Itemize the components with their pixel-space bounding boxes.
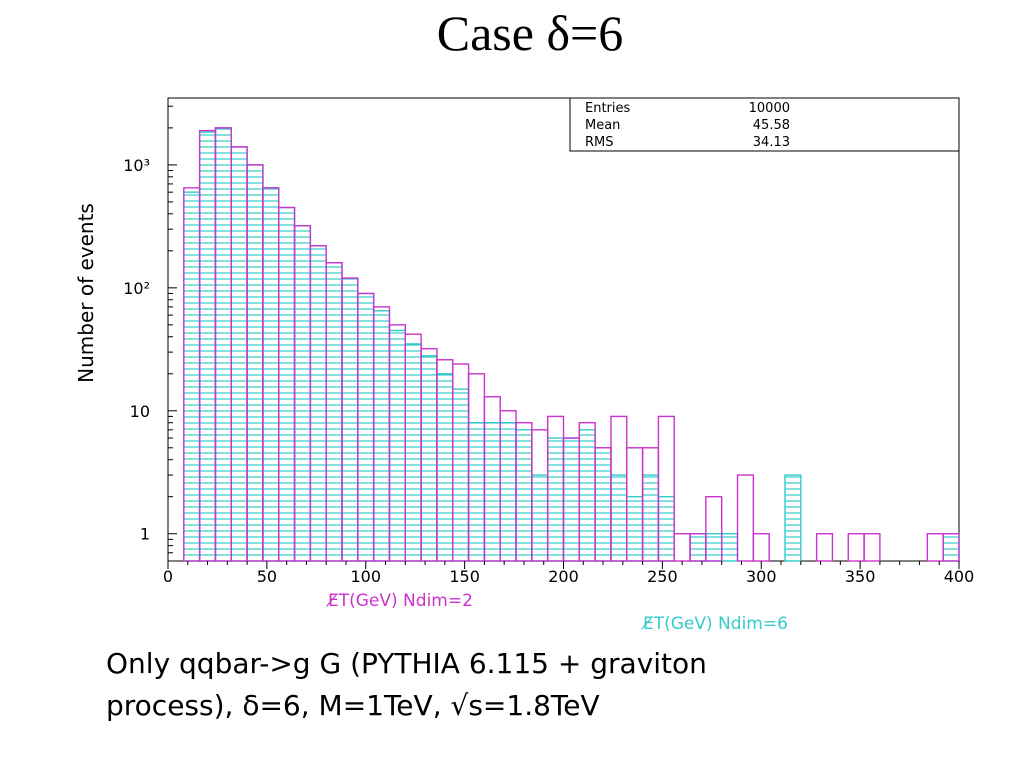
ndim6-bar <box>784 474 802 562</box>
ndim2-bar <box>863 533 881 562</box>
ndim6-bar <box>499 421 517 562</box>
ndim6-bar <box>388 329 407 562</box>
ndim6-bar <box>657 496 675 562</box>
axes: 0 50 100 150 200 250 300 350 400 1 10 10² 10³ <box>123 105 975 586</box>
ndim6-bar <box>198 131 217 562</box>
ndim6-bar <box>467 421 486 562</box>
x-tick-label: 200 <box>548 567 579 586</box>
ndim6-bar <box>357 292 375 562</box>
ndim6-bar <box>689 533 707 562</box>
x-axis-label-ndim2: E̸T(GeV) Ndim=2 <box>326 591 473 611</box>
y-tick-label: 10³ <box>123 156 150 175</box>
ndim6-bar <box>278 206 296 562</box>
ndim6-bar <box>436 373 454 562</box>
ndim2-bar <box>847 533 865 562</box>
ndim6-bar <box>483 421 501 562</box>
stats-value-rms: 34.13 <box>753 135 790 150</box>
ndim6-bar <box>214 127 232 562</box>
y-tick-label: 10² <box>123 279 150 298</box>
ndim6-bar <box>578 429 596 562</box>
ndim6-bar <box>262 187 280 562</box>
ndim6-bar <box>452 388 470 562</box>
x-tick-label: 400 <box>944 567 975 586</box>
ndim2-bar <box>736 474 755 562</box>
slide-title: Case δ=6 <box>436 5 624 61</box>
caption-line-1: Only qqbar->g G (PYTHIA 6.115 + graviton <box>106 647 707 680</box>
ndim6-bar <box>293 225 312 562</box>
ndim6-bar <box>515 429 533 562</box>
ndim6-bar <box>641 474 660 562</box>
ndim2-bar <box>752 533 770 562</box>
x-tick-label: 100 <box>350 567 381 586</box>
ndim6-bar <box>325 262 343 562</box>
y-tick-label: 10 <box>130 402 150 421</box>
histogram-plot: 0 50 100 150 200 250 300 350 400 1 10 10² 10³ Entrie… <box>74 97 975 634</box>
ndim6-series <box>183 127 960 562</box>
y-tick-label: 1 <box>140 525 150 544</box>
ndim6-bar <box>610 474 628 562</box>
x-tick-label: 300 <box>746 567 777 586</box>
ndim6-bar <box>942 533 960 562</box>
ndim2-bar <box>926 533 944 562</box>
ndim6-bar <box>309 245 327 562</box>
ndim6-bar <box>420 355 438 562</box>
caption-line-2: process), δ=6, M=1TeV, √s=1.8TeV <box>106 689 600 722</box>
ndim6-bar <box>246 164 264 562</box>
ndim6-bar <box>721 533 739 562</box>
x-axis-label-ndim6: E̸T(GeV) Ndim=6 <box>641 614 788 634</box>
y-axis-label: Number of events <box>74 203 98 383</box>
x-tick-label: 50 <box>257 567 277 586</box>
ndim6-bar <box>705 533 723 562</box>
ndim2-bar <box>942 533 960 562</box>
stats-value-entries: 10000 <box>749 101 790 116</box>
ndim6-bar <box>562 437 581 562</box>
ndim2-bar <box>705 496 723 562</box>
x-tick-label: 350 <box>845 567 876 586</box>
stats-label-rms: RMS <box>585 135 614 150</box>
ndim6-bar <box>546 437 565 562</box>
x-tick-label: 0 <box>163 567 173 586</box>
ndim6-bar <box>183 191 201 562</box>
ndim2-bar <box>815 533 834 562</box>
ndim6-bar <box>626 496 644 562</box>
ndim6-bar <box>594 447 612 562</box>
ndim6-bar <box>531 474 549 562</box>
ndim6-bar <box>230 146 248 562</box>
stats-label-entries: Entries <box>585 101 631 116</box>
ndim2-bar <box>673 533 691 562</box>
stats-box: Entries 10000 Mean 45.58 RMS 34.13 <box>569 97 960 152</box>
ndim6-bar <box>341 277 359 562</box>
x-tick-label: 250 <box>647 567 678 586</box>
slide-caption: Only qqbar->g G (PYTHIA 6.115 + graviton… <box>106 643 1006 727</box>
stats-label-mean: Mean <box>585 118 620 133</box>
x-tick-label: 150 <box>449 567 480 586</box>
ndim2-bar <box>657 415 675 562</box>
ndim6-bar <box>404 343 422 562</box>
stats-value-mean: 45.58 <box>753 118 790 133</box>
ndim6-bar <box>372 310 391 562</box>
